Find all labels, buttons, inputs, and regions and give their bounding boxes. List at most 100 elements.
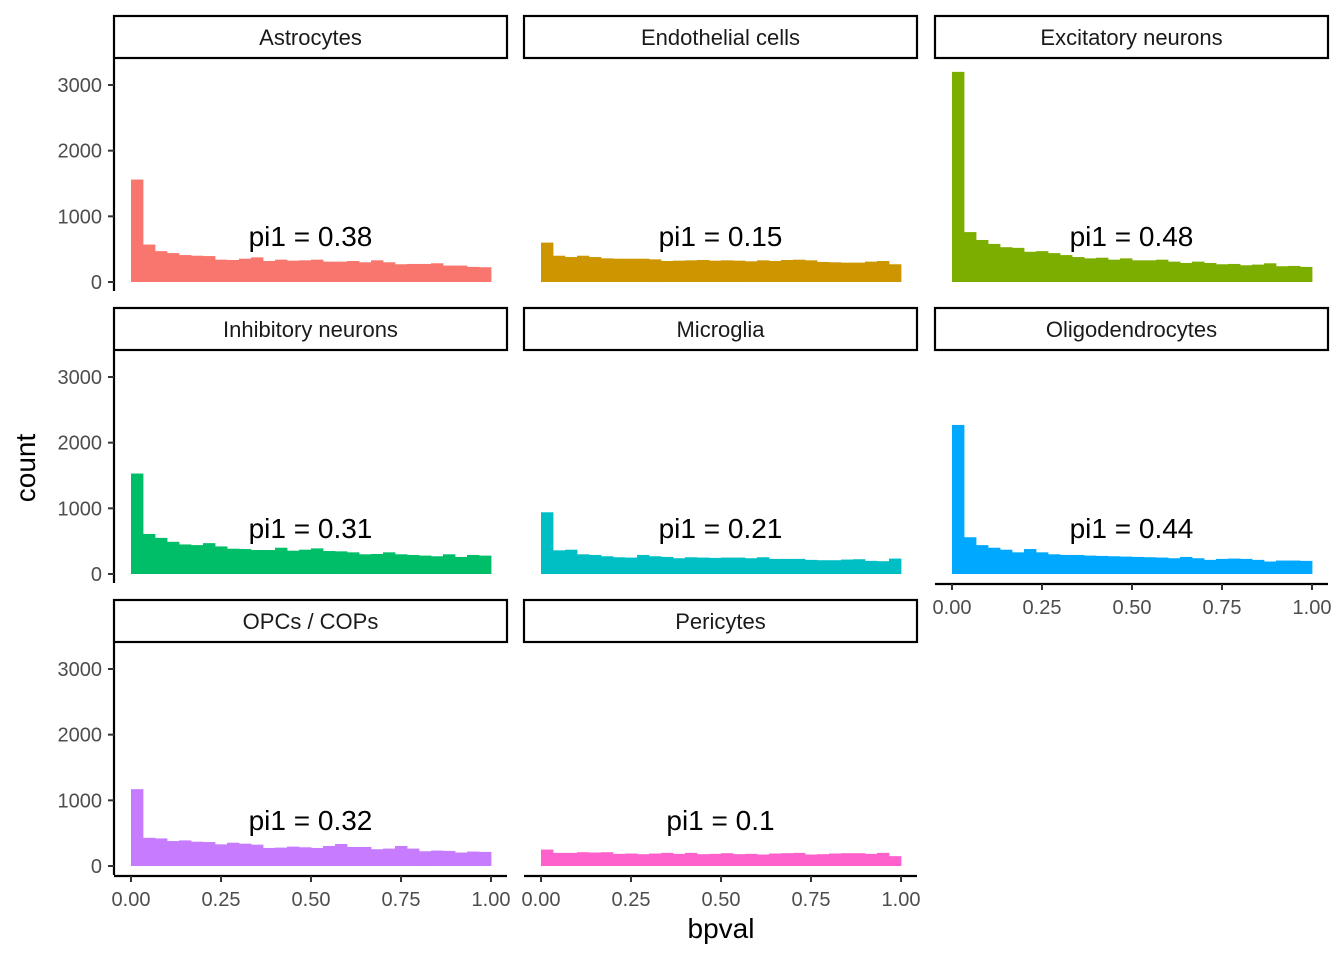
histogram-bar <box>829 853 842 866</box>
histogram-bar <box>877 852 890 866</box>
facet-panel: Inhibitory neurons pi1 = 0.31 0 1000 2000 300… <box>58 306 509 586</box>
facet-strip <box>112 598 509 644</box>
y-tick-label: 1000 <box>58 790 103 812</box>
facet-strip <box>522 14 919 60</box>
histogram-bar <box>407 554 420 574</box>
histogram-bar <box>613 258 626 282</box>
histogram-bar <box>553 255 566 282</box>
histogram-bar <box>251 257 264 283</box>
x-tick-label: 0.75 <box>382 889 421 911</box>
facet-strip-label: Inhibitory neurons <box>223 317 398 342</box>
histogram-bar <box>1024 251 1037 282</box>
histogram-bar <box>769 853 782 866</box>
facet-strip <box>522 306 919 352</box>
histogram-bar <box>952 71 965 283</box>
pi1-annotation: pi1 = 0.32 <box>249 805 373 836</box>
histogram-bar <box>1000 247 1013 282</box>
histogram-bar <box>1108 556 1121 574</box>
histogram-bar <box>419 555 432 574</box>
histogram-bar <box>697 557 710 574</box>
histogram-bar <box>757 557 770 574</box>
histogram-bar <box>685 557 698 574</box>
histogram-bar <box>685 852 698 866</box>
histogram-bar <box>1240 558 1253 574</box>
histogram-bar <box>383 262 396 282</box>
histogram-bar <box>952 424 965 574</box>
histogram-bar <box>673 853 686 866</box>
histogram-bar <box>661 556 674 574</box>
x-axis-title: bpval <box>688 913 755 944</box>
histogram-bar <box>395 845 408 866</box>
histogram-bar <box>383 848 396 866</box>
y-tick-label: 2000 <box>58 725 103 747</box>
x-tick-label: 0.00 <box>112 889 151 911</box>
pi1-annotation: pi1 = 0.31 <box>249 513 373 544</box>
histogram-bar <box>637 854 650 866</box>
histogram-bar <box>467 851 480 866</box>
facet-strip-label: OPCs / COPs <box>243 609 379 634</box>
histogram-bar <box>589 257 602 282</box>
histogram-bar <box>359 262 372 282</box>
histogram-bar <box>541 849 554 866</box>
histogram-bar <box>601 852 614 866</box>
histogram-bar <box>853 262 866 282</box>
histogram-bar <box>1036 552 1049 574</box>
histogram-bar <box>311 847 324 866</box>
histogram-bar <box>155 838 168 866</box>
histogram-bar <box>1192 261 1205 282</box>
histogram-bar <box>1180 262 1193 282</box>
histogram-bar <box>419 263 432 282</box>
histogram-bar <box>565 549 578 574</box>
histogram-bar <box>889 264 902 282</box>
histogram-bar <box>407 263 420 282</box>
histogram-bar <box>673 558 686 574</box>
facet-strip <box>112 306 509 352</box>
y-tick-label: 0 <box>91 564 102 586</box>
histogram-bar <box>455 556 468 574</box>
histogram-bar <box>395 554 408 574</box>
histogram-bar <box>964 537 977 574</box>
histogram-bar <box>649 853 662 866</box>
histogram-bar <box>167 841 180 866</box>
histogram-bar <box>1228 263 1241 282</box>
facet-panel: OPCs / COPs pi1 = 0.32 0 1000 2000 3000 0.00 0.… <box>58 598 510 911</box>
histogram-bar <box>1168 558 1181 574</box>
histogram-bar <box>1024 549 1037 574</box>
histogram-bar <box>1048 554 1061 574</box>
histogram-bar <box>889 856 902 866</box>
histogram-bar <box>1132 260 1145 282</box>
x-tick-label: 0.50 <box>292 889 331 911</box>
histogram-bar <box>371 553 384 574</box>
y-tick-label: 3000 <box>58 367 103 389</box>
histogram-bar <box>829 262 842 282</box>
histogram-bar <box>167 253 180 282</box>
histogram-bar <box>299 260 312 282</box>
histogram-bar <box>347 846 360 866</box>
histogram-bar <box>733 854 746 866</box>
histogram-bar <box>577 852 590 866</box>
histogram-bar <box>1156 259 1169 282</box>
histogram-bar <box>781 853 794 866</box>
histogram-bar <box>649 259 662 283</box>
histogram-bar <box>841 262 854 282</box>
histogram-bar <box>431 850 444 866</box>
histogram-bar <box>1276 560 1289 574</box>
histogram-bar <box>479 851 492 866</box>
histogram-bar <box>553 550 566 574</box>
histogram-bar <box>287 260 300 282</box>
histogram-bar <box>541 242 554 282</box>
histogram-bar <box>589 852 602 866</box>
histogram-bar <box>1012 552 1025 574</box>
histogram-bar <box>853 853 866 866</box>
histogram-bar <box>335 844 348 866</box>
pi1-annotation: pi1 = 0.15 <box>659 221 783 252</box>
x-tick-label: 0.25 <box>202 889 241 911</box>
histogram-bar <box>1252 264 1265 282</box>
histogram-bar <box>335 551 348 575</box>
histogram-bar <box>577 554 590 574</box>
histogram-bar <box>976 239 989 282</box>
histogram-bar <box>1240 265 1253 282</box>
histogram-bar <box>323 845 336 866</box>
histogram-bar <box>239 843 252 866</box>
histogram-bar <box>383 552 396 574</box>
